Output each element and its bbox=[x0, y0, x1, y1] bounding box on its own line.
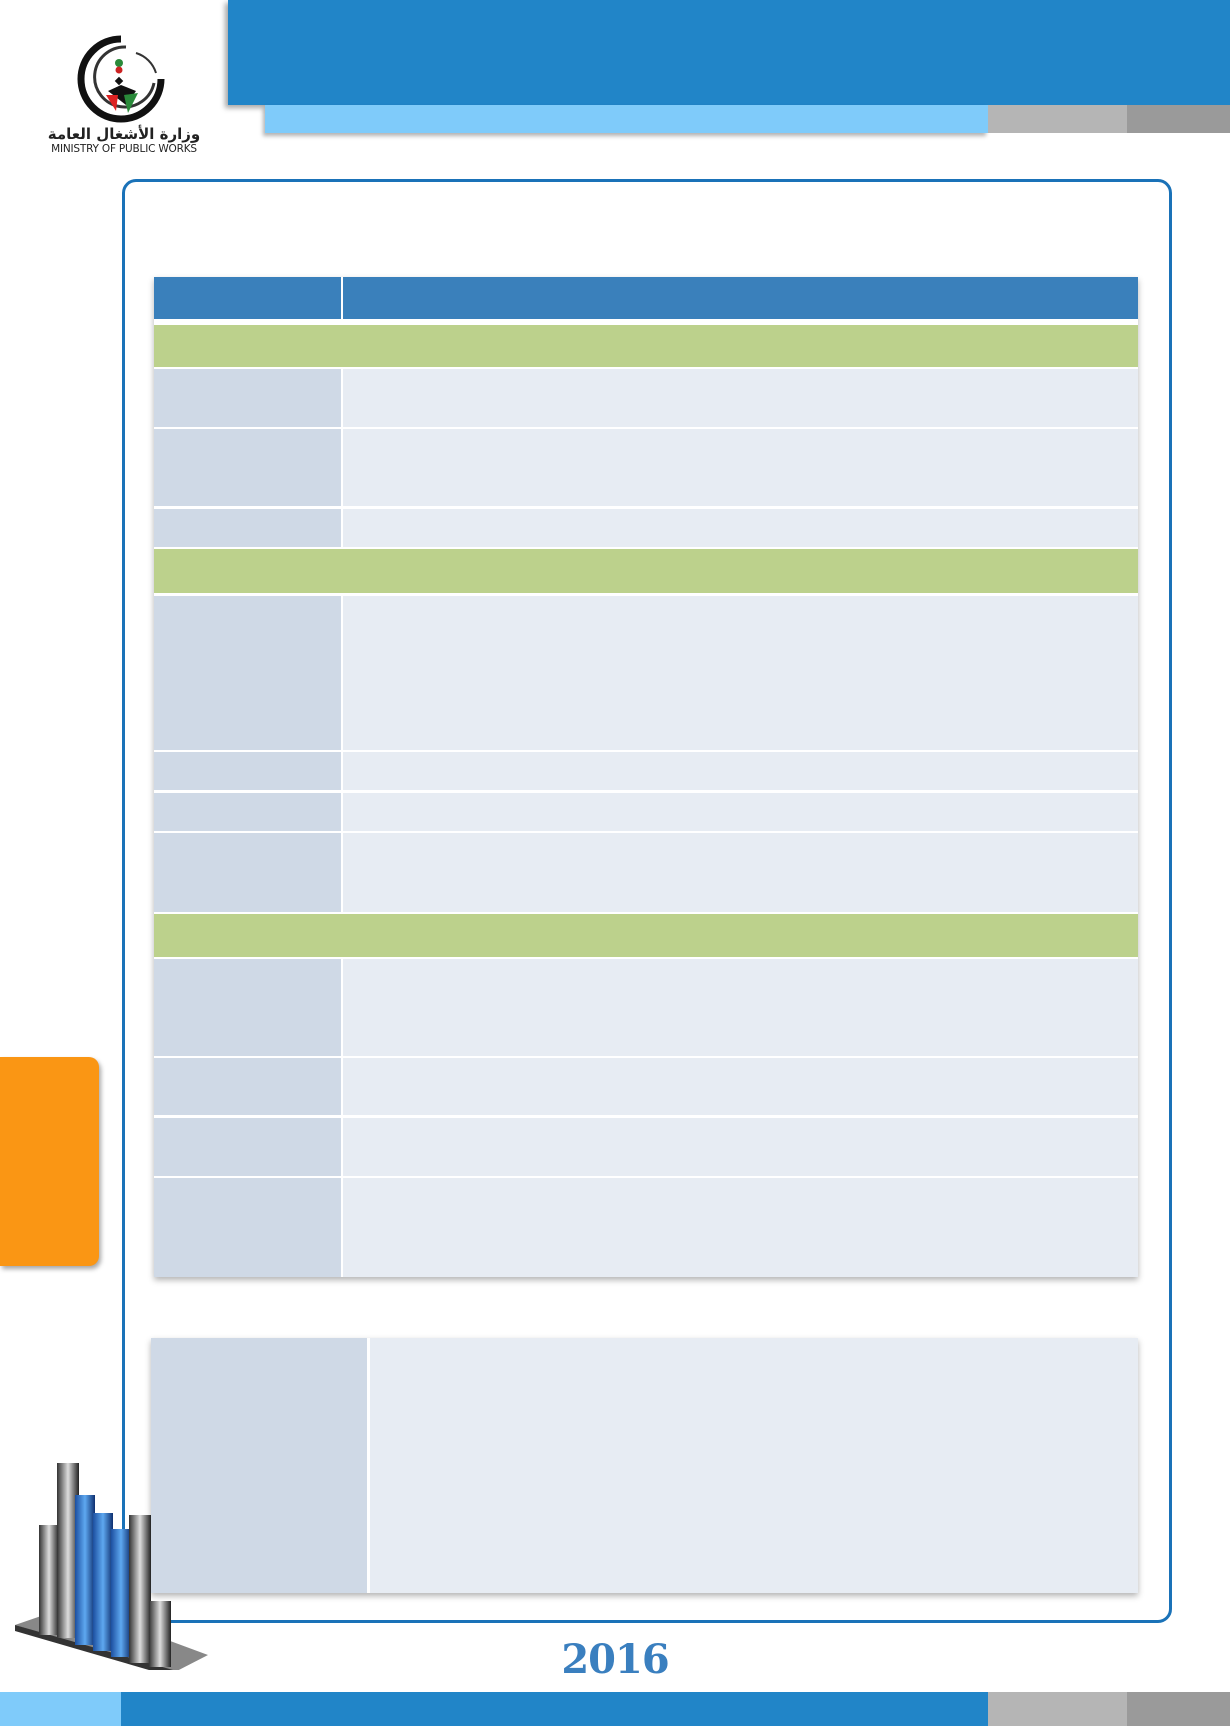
footer-stripe-dark-gray bbox=[1127, 1692, 1230, 1726]
data-table bbox=[154, 277, 1138, 1277]
table-header-row bbox=[154, 277, 1138, 319]
side-tab bbox=[0, 1057, 99, 1266]
notes-value-cell bbox=[367, 1338, 1138, 1593]
section-row bbox=[154, 914, 1138, 957]
header-cell bbox=[341, 277, 1138, 319]
bar-chart-3d-icon bbox=[15, 1463, 208, 1670]
header-banner bbox=[228, 0, 1230, 105]
header-cell bbox=[154, 277, 341, 319]
table-row bbox=[154, 959, 1138, 1056]
header-stripe-dark-gray bbox=[1127, 105, 1230, 133]
notes-box bbox=[151, 1338, 1138, 1593]
table-row bbox=[154, 596, 1138, 750]
logo-emblem-icon bbox=[77, 35, 165, 123]
section-row bbox=[154, 549, 1138, 593]
table-row bbox=[154, 1058, 1138, 1115]
header-stripe-light bbox=[265, 105, 988, 133]
notes-label-cell bbox=[151, 1338, 367, 1593]
table-row bbox=[154, 752, 1138, 790]
table-row bbox=[154, 509, 1138, 547]
header-stripe-gray bbox=[988, 105, 1127, 133]
footer-bar bbox=[121, 1692, 988, 1726]
report-year: 2016 bbox=[561, 1636, 669, 1683]
table-row bbox=[154, 1178, 1138, 1277]
footer-stripe-light bbox=[0, 1692, 121, 1726]
table-row bbox=[154, 429, 1138, 506]
section-row bbox=[154, 325, 1138, 367]
table-row bbox=[154, 833, 1138, 912]
table-row bbox=[154, 793, 1138, 831]
logo-text-arabic: وزارة الأشغال العامة bbox=[47, 125, 201, 143]
ministry-logo: وزارة الأشغال العامة MINISTRY OF PUBLIC … bbox=[44, 33, 204, 165]
footer-stripe-gray bbox=[988, 1692, 1127, 1726]
logo-text-english: MINISTRY OF PUBLIC WORKS bbox=[51, 143, 197, 155]
table-row bbox=[154, 1118, 1138, 1176]
table-row bbox=[154, 369, 1138, 427]
content-frame bbox=[122, 179, 1172, 1623]
